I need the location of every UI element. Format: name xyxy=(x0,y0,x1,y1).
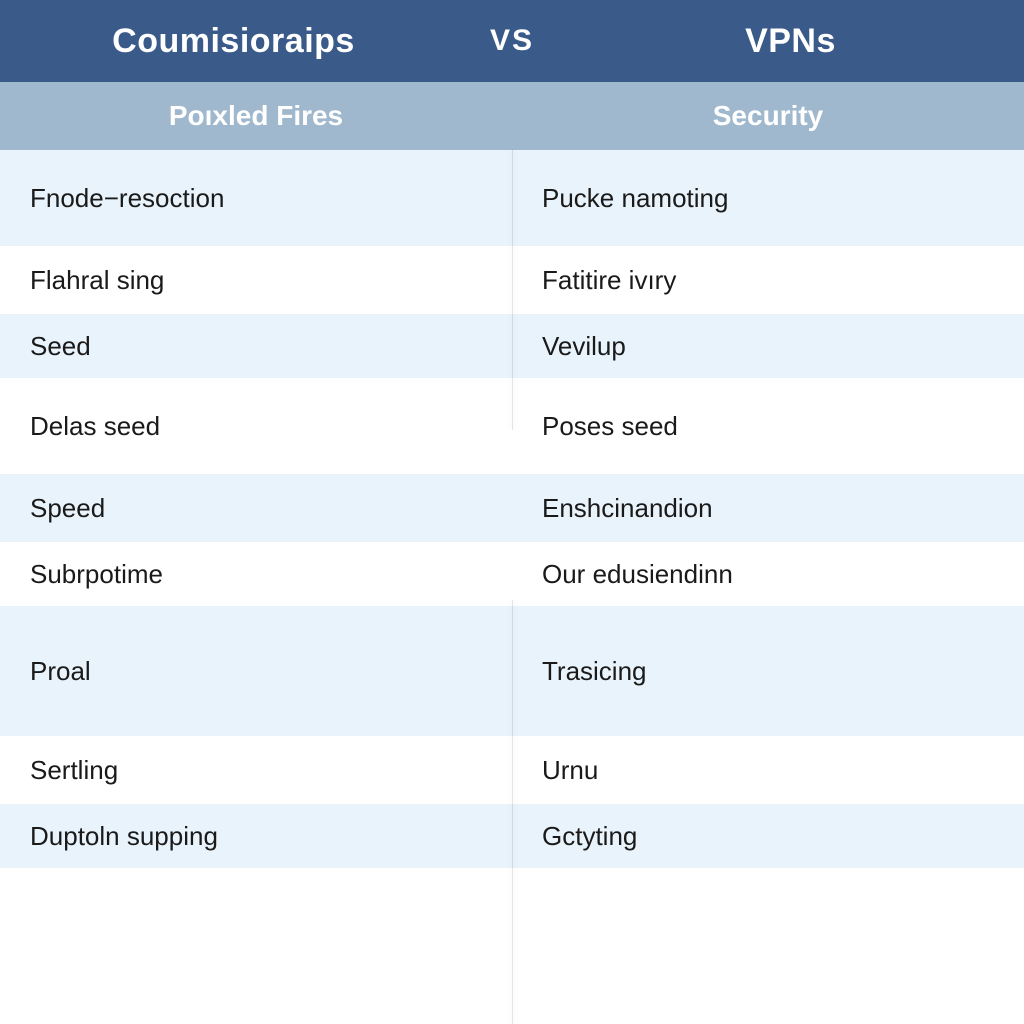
header-right: VPNs xyxy=(557,0,1024,82)
cell-left: Proal xyxy=(0,606,512,736)
cell-left: Flahral sing xyxy=(0,246,512,314)
table-row: Duptoln suppingGctyting xyxy=(0,804,1024,868)
comparison-table: Coumisioraips VS VPNs Poıxled Fires Secu… xyxy=(0,0,1024,1024)
cell-left: Sertling xyxy=(0,736,512,804)
cell-left: Duptoln supping xyxy=(0,804,512,868)
cell-right: Enshcinandion xyxy=(512,474,1024,542)
table-row: ProalTrasicing xyxy=(0,606,1024,736)
cell-right: Our edusiendinn xyxy=(512,542,1024,606)
header-row: Coumisioraips VS VPNs xyxy=(0,0,1024,82)
table-row: Fnode−resoctionPucke namoting xyxy=(0,150,1024,246)
table-row: Delas seedPoses seed xyxy=(0,378,1024,474)
cell-right: Trasicing xyxy=(512,606,1024,736)
table-body: Fnode−resoctionPucke namotingFlahral sin… xyxy=(0,150,1024,1024)
cell-left: Delas seed xyxy=(0,378,512,474)
cell-left: Speed xyxy=(0,474,512,542)
header-left: Coumisioraips xyxy=(0,0,467,82)
header-vs: VS xyxy=(467,0,557,82)
table-row: SeedVevilup xyxy=(0,314,1024,378)
subheader-right: Security xyxy=(512,82,1024,150)
subheader-left: Poıxled Fires xyxy=(0,82,512,150)
cell-right: Vevilup xyxy=(512,314,1024,378)
cell-left: Subrpotime xyxy=(0,542,512,606)
cell-left: Seed xyxy=(0,314,512,378)
cell-left: Fnode−resoction xyxy=(0,150,512,246)
table-row: SertlingUrnu xyxy=(0,736,1024,804)
cell-right: Gctyting xyxy=(512,804,1024,868)
cell-right: Poses seed xyxy=(512,378,1024,474)
cell-right: Urnu xyxy=(512,736,1024,804)
table-row: SubrpotimeOur edusiendinn xyxy=(0,542,1024,606)
subheader-row: Poıxled Fires Security xyxy=(0,82,1024,150)
cell-right: Pucke namoting xyxy=(512,150,1024,246)
table-row: SpeedEnshcinandion xyxy=(0,474,1024,542)
table-row: Flahral singFatitire ivıry xyxy=(0,246,1024,314)
cell-right: Fatitire ivıry xyxy=(512,246,1024,314)
